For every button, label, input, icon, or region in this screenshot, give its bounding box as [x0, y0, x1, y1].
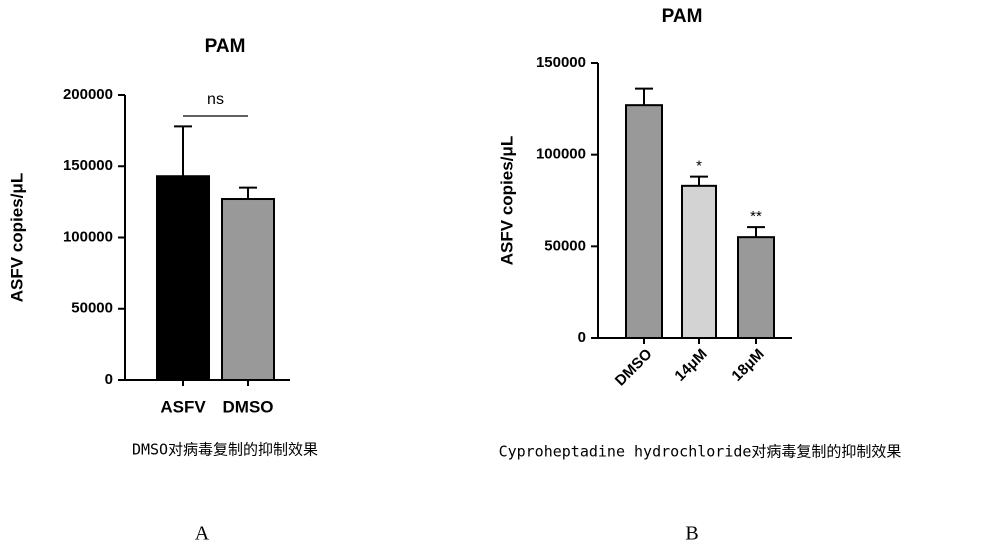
caption: DMSO对病毒复制的抑制效果 — [132, 441, 318, 459]
x-tick-label: 18μM — [728, 346, 767, 385]
x-tick-label: ASFV — [160, 397, 206, 416]
y-tick-label: 0 — [578, 329, 586, 346]
x-tick-label: DMSO — [612, 345, 656, 389]
y-tick-label: 100000 — [63, 228, 113, 245]
y-tick-label: 0 — [105, 371, 113, 388]
y-tick-label: 150000 — [536, 54, 586, 71]
y-tick-label: 50000 — [544, 237, 586, 254]
panel-label: B — [685, 523, 698, 545]
chart-title: PAM — [662, 6, 703, 27]
significance-label: ** — [750, 208, 762, 225]
y-tick-label: 50000 — [71, 300, 113, 317]
x-tick-label: 14μM — [671, 346, 710, 385]
y-tick-label: 150000 — [63, 157, 113, 174]
bar — [156, 175, 210, 381]
bar — [681, 184, 717, 339]
y-tick-label: 100000 — [536, 146, 586, 163]
y-axis-label: ASFV copies/μL — [7, 173, 26, 302]
caption: Cyproheptadine hydrochloride对病毒复制的抑制效果 — [499, 443, 902, 461]
x-tick-label: DMSO — [223, 397, 274, 416]
chart-title: PAM — [205, 36, 246, 57]
y-tick-label: 200000 — [63, 86, 113, 103]
bar — [625, 104, 663, 339]
y-axis-label: ASFV copies/μL — [497, 136, 516, 265]
bar — [221, 198, 275, 381]
bar — [737, 236, 775, 340]
panel-label: A — [195, 523, 210, 545]
bracket-label: ns — [207, 91, 224, 108]
significance-label: * — [696, 158, 702, 175]
